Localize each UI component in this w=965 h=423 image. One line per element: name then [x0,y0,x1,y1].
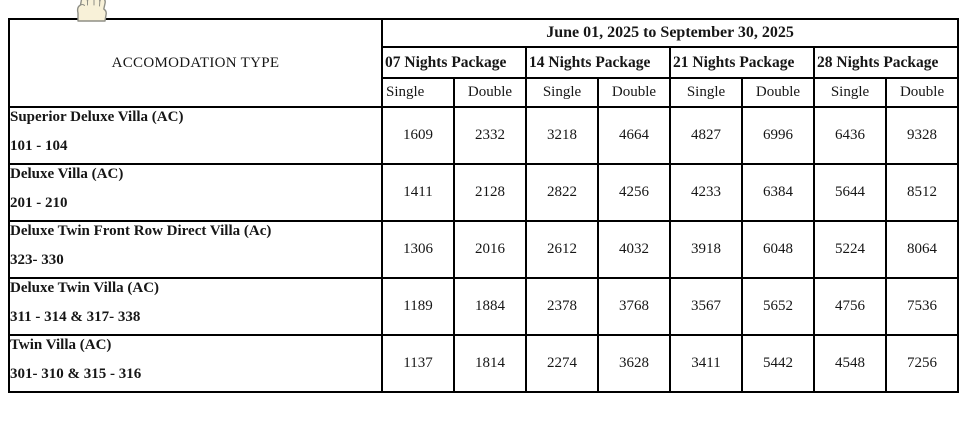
rate-cell: 8512 [884,163,960,222]
rate-cell: 2822 [525,163,599,222]
rate-cell: 7256 [884,334,960,393]
accommodation-cell: Deluxe Twin Front Row Direct Villa (Ac) … [8,220,383,279]
rate-cell: 4032 [597,220,671,279]
rate-cell: 4756 [813,277,887,336]
rate-cell: 1189 [381,277,455,336]
rate-cell: 5224 [813,220,887,279]
villa-room-numbers: 301- 310 & 315 - 316 [10,366,142,382]
rate-cell: 2128 [453,163,527,222]
table-row: Deluxe Twin Villa (AC) 311 - 314 & 317- … [8,277,960,336]
occupancy-header: Double [453,77,527,108]
villa-name: Deluxe Twin Villa (AC) [10,280,160,296]
date-range-header: June 01, 2025 to September 30, 2025 [380,18,960,48]
rate-cell: 5442 [741,334,815,393]
package-header-28-nights: 28 Nights Package [812,46,960,79]
rate-cell: 5644 [813,163,887,222]
rate-cell: 1814 [453,334,527,393]
rate-cell: 1411 [381,163,455,222]
rate-cell: 1609 [381,106,455,165]
accommodation-cell: Deluxe Twin Villa (AC) 311 - 314 & 317- … [8,277,383,336]
villa-name: Twin Villa (AC) [10,337,112,353]
rate-cell: 6436 [813,106,887,165]
villa-room-numbers: 101 - 104 [10,138,68,154]
rate-cell: 3628 [597,334,671,393]
header-row-occupancy: Single Double Single Double Single Doubl… [9,77,960,108]
rate-cell: 1884 [453,277,527,336]
rate-cell: 3918 [669,220,743,279]
rate-cell: 9328 [884,106,960,165]
rate-cell: 5652 [741,277,815,336]
occupancy-header: Single [525,77,599,108]
rates-table: ACCOMODATION TYPE June 01, 2025 to Septe… [8,18,960,393]
rate-cell: 4256 [597,163,671,222]
accommodation-cell: Twin Villa (AC) 301- 310 & 315 - 316 [8,334,383,393]
villa-room-numbers: 323- 330 [10,252,64,268]
header-row-date: ACCOMODATION TYPE June 01, 2025 to Septe… [8,18,960,108]
rate-cell: 4827 [669,106,743,165]
rate-cell: 2274 [525,334,599,393]
rate-cell: 1137 [381,334,455,393]
rate-cell: 2378 [525,277,599,336]
rate-cell: 2332 [453,106,527,165]
table-row: Deluxe Villa (AC) 201 - 210 1411 2128 28… [8,163,960,222]
rate-cell: 6384 [741,163,815,222]
villa-name: Superior Deluxe Villa (AC) [10,109,184,125]
rate-cell: 3218 [525,106,599,165]
package-header-14-nights: 14 Nights Package [525,46,671,79]
accommodation-cell: Deluxe Villa (AC) 201 - 210 [8,163,383,222]
rate-cell: 1306 [381,220,455,279]
occupancy-header: Double [884,77,960,108]
accommodation-cell: Superior Deluxe Villa (AC) 101 - 104 [8,106,383,165]
villa-name: Deluxe Villa (AC) [10,166,124,182]
table-row: Superior Deluxe Villa (AC) 101 - 104 160… [8,106,960,165]
rate-cell: 7536 [884,277,960,336]
package-header-21-nights: 21 Nights Package [669,46,815,79]
occupancy-header: Single [813,77,887,108]
villa-name: Deluxe Twin Front Row Direct Villa (Ac) [10,223,272,239]
rate-cell: 4664 [597,106,671,165]
rate-cell: 3768 [597,277,671,336]
rate-cell: 8064 [884,220,960,279]
rate-cell: 4548 [813,334,887,393]
package-header-07-nights: 07 Nights Package [381,46,527,79]
villa-room-numbers: 201 - 210 [10,195,68,211]
rate-cell: 6048 [741,220,815,279]
rate-cell: 6996 [741,106,815,165]
table-row: Twin Villa (AC) 301- 310 & 315 - 316 113… [8,334,960,393]
rate-cell: 3567 [669,277,743,336]
occupancy-header: Single [669,77,743,108]
occupancy-header: Double [741,77,815,108]
occupancy-header: Double [597,77,671,108]
occupancy-header: Single [381,77,455,108]
rate-cell: 2612 [525,220,599,279]
accommodation-type-header: ACCOMODATION TYPE [8,18,383,108]
header-row-packages: 07 Nights Package 14 Nights Package 21 N… [9,46,960,79]
villa-room-numbers: 311 - 314 & 317- 338 [10,309,141,325]
table-row: Deluxe Twin Front Row Direct Villa (Ac) … [8,220,960,279]
rate-cell: 4233 [669,163,743,222]
rate-cell: 3411 [669,334,743,393]
rate-cell: 2016 [453,220,527,279]
